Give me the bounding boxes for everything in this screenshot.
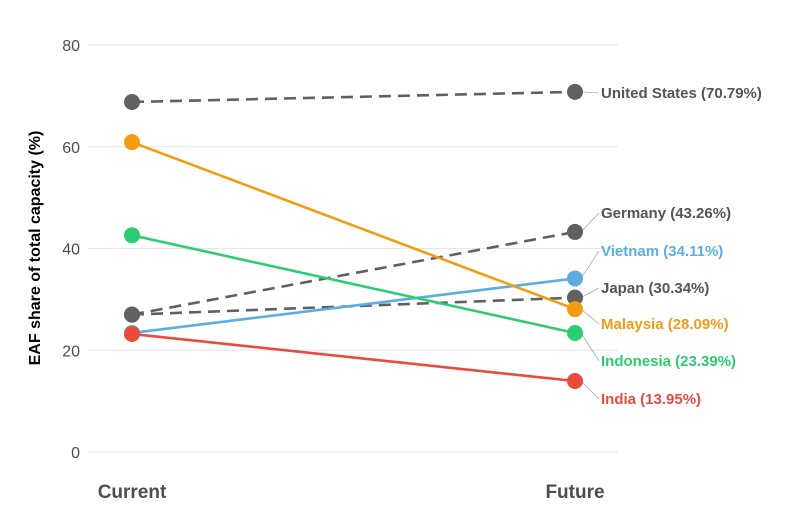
y-tick-label: 40	[62, 242, 80, 259]
label-leader	[580, 308, 600, 325]
data-point	[124, 227, 140, 244]
y-tick-label: 80	[62, 38, 80, 55]
series-line-united-states	[131, 90, 576, 104]
data-label: United States (70.79%)	[601, 85, 762, 102]
data-point	[567, 223, 583, 240]
data-label: Indonesia (23.39%)	[601, 353, 736, 370]
data-point	[124, 134, 140, 151]
y-tick-labels: 0 20 40 60 80	[62, 38, 80, 462]
label-leader	[580, 287, 600, 298]
data-point	[567, 83, 583, 100]
data-point	[124, 306, 140, 323]
label-leader	[580, 212, 600, 233]
data-point	[567, 325, 583, 342]
label-leader	[580, 91, 600, 94]
label-leader	[580, 380, 600, 400]
data-label: Vietnam (34.11%)	[601, 243, 723, 260]
data-label: Malaysia (28.09%)	[601, 316, 729, 333]
data-label: Germany (43.26%)	[601, 205, 731, 222]
series-line-indonesia	[131, 234, 576, 335]
data-label: India (13.95%)	[601, 391, 701, 408]
gridlines	[88, 44, 618, 453]
data-point	[124, 325, 140, 342]
series-line-vietnam	[131, 277, 576, 335]
y-axis-title: EAF share of total capacity (%)	[27, 131, 44, 366]
series-line-india	[131, 332, 576, 383]
series-line-malaysia	[131, 140, 576, 311]
series-lines	[131, 90, 576, 383]
data-point	[124, 93, 140, 110]
y-tick-label: 20	[62, 343, 80, 360]
x-category-label: Future	[545, 482, 604, 503]
series-line-germany	[131, 230, 576, 316]
x-category-labels: Current Future	[98, 482, 605, 503]
x-category-label: Current	[98, 482, 167, 503]
data-point	[567, 301, 583, 318]
data-point	[567, 270, 583, 287]
label-leaders	[580, 91, 600, 400]
series-line-japan	[131, 296, 576, 316]
y-tick-label: 60	[62, 140, 80, 157]
label-leader	[580, 332, 600, 362]
data-point	[567, 373, 583, 390]
series-labels: United States (70.79%) Germany (43.26%) Vi…	[601, 85, 762, 408]
label-leader	[580, 250, 600, 279]
data-point	[567, 289, 583, 306]
y-tick-label: 0	[71, 445, 80, 462]
data-label: Japan (30.34%)	[601, 280, 709, 297]
series-points	[124, 83, 583, 390]
